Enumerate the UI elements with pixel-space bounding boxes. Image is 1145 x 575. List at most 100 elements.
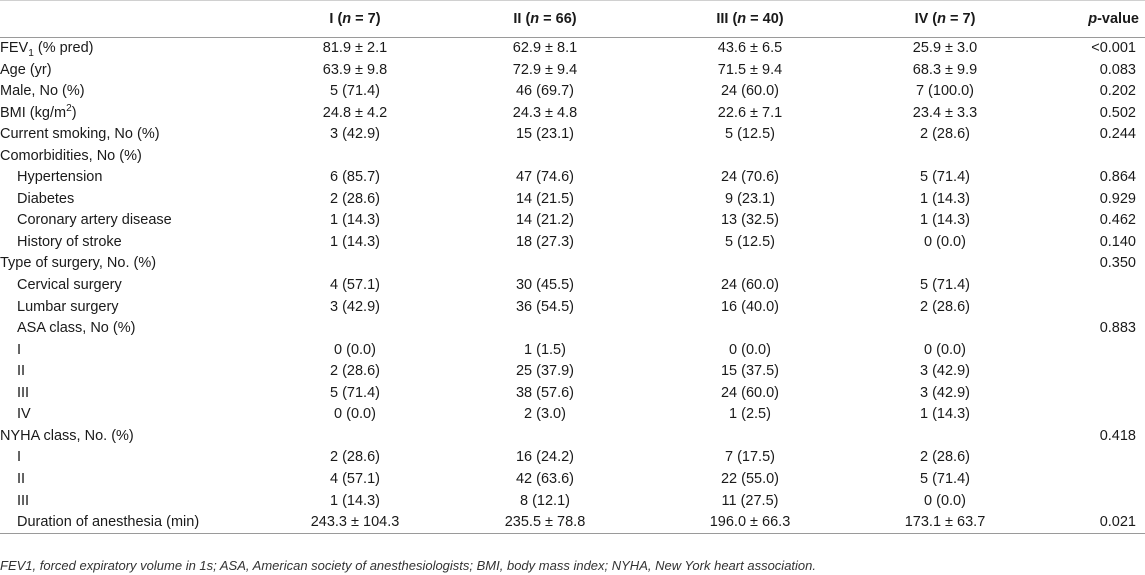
group-1-value: 2 (28.6) [330, 363, 380, 380]
table-row: Cervical surgery 4 (57.1) 30 (45.5) 24 (60.… [0, 275, 1145, 297]
table-row: II 4 (57.1) 42 (63.6) 22 (55.0) 5 (71.4) [0, 468, 1145, 490]
group-4-value: 1 (14.3) [920, 190, 970, 207]
p-value [1040, 145, 1145, 167]
group-3-value: 71.5 ± 9.4 [717, 61, 783, 78]
group-3-value: 1 (2.5) [729, 406, 771, 423]
group-1-value [270, 318, 440, 340]
group-3-value [650, 318, 850, 340]
group-2-value [440, 145, 650, 167]
group-4-value: 25.9 ± 3.0 [912, 40, 978, 57]
group-2-value: 15 (23.1) [515, 126, 575, 143]
row-label: Lumbar surgery [17, 298, 119, 315]
table-footnote: FEV1, forced expiratory volume in 1s; AS… [0, 558, 816, 573]
p-value: 0.864 [1099, 169, 1136, 186]
p-value [1040, 447, 1145, 469]
row-label: NYHA class, No. (%) [0, 427, 134, 444]
group-3-value: 0 (0.0) [729, 341, 771, 358]
group-3-value: 22 (55.0) [720, 470, 780, 487]
row-label: IV [17, 406, 31, 423]
table-row: FEV1 (% pred) 81.9 ± 2.1 62.9 ± 8.1 43.6 ± … [0, 38, 1145, 60]
table-row: Hypertension 6 (85.7) 47 (74.6) 24 (70.6) 5 … [0, 167, 1145, 189]
group-2-value: 38 (57.6) [515, 384, 575, 401]
row-label: Current smoking, No (%) [0, 126, 160, 143]
group-1-value: 3 (42.9) [330, 298, 380, 315]
table-row: Diabetes 2 (28.6) 14 (21.5) 9 (23.1) 1 (14.3… [0, 188, 1145, 210]
p-value: 0.140 [1099, 233, 1136, 250]
group-1-value: 1 (14.3) [330, 212, 380, 229]
table-row: Lumbar surgery 3 (42.9) 36 (54.5) 16 (40.0)… [0, 296, 1145, 318]
row-label: III [17, 492, 30, 509]
group-3-value: 24 (60.0) [720, 277, 780, 294]
group-1-value [270, 253, 440, 275]
header-group-1: I (n = 7) [270, 0, 440, 38]
group-3-value [650, 425, 850, 447]
header-label-cell [0, 0, 270, 38]
group-1-value: 5 (71.4) [330, 83, 380, 100]
group-2-value: 1 (1.5) [524, 341, 566, 358]
row-label: Cervical surgery [17, 277, 122, 294]
group-1-value: 1 (14.3) [330, 492, 380, 509]
group-4-value: 1 (14.3) [920, 212, 970, 229]
row-label: History of stroke [17, 233, 122, 250]
group-4-value: 0 (0.0) [924, 492, 966, 509]
group-3-value: 24 (60.0) [720, 83, 780, 100]
group-4-value: 0 (0.0) [924, 341, 966, 358]
group-1-value: 0 (0.0) [334, 341, 376, 358]
p-value: 0.244 [1099, 126, 1136, 143]
group-2-value: 8 (12.1) [520, 492, 570, 509]
table-row: History of stroke 1 (14.3) 18 (27.3) 5 (12.… [0, 231, 1145, 253]
group-4-value: 2 (28.6) [920, 126, 970, 143]
group-3-value: 5 (12.5) [725, 233, 775, 250]
table-row: NYHA class, No. (%) 0.418 [0, 425, 1145, 447]
table-row: Duration of anesthesia (min) 243.3 ± 104.… [0, 511, 1145, 534]
p-value: 0.350 [1099, 255, 1136, 272]
p-value [1040, 275, 1145, 297]
row-label: Coronary artery disease [17, 212, 172, 229]
row-label: ASA class, No (%) [17, 320, 136, 337]
group-3-value: 7 (17.5) [725, 449, 775, 466]
group-4-value: 0 (0.0) [924, 233, 966, 250]
table-row: I 2 (28.6) 16 (24.2) 7 (17.5) 2 (28.6) [0, 447, 1145, 469]
group-4-value [850, 318, 1040, 340]
group-1-value: 1 (14.3) [330, 233, 380, 250]
group-3-value: 5 (12.5) [725, 126, 775, 143]
table-row: BMI (kg/m2) 24.8 ± 4.2 24.3 ± 4.8 22.6 ± 7.… [0, 102, 1145, 124]
header-group-4: IV (n = 7) [850, 0, 1040, 38]
row-label: I [17, 341, 22, 358]
group-4-value: 3 (42.9) [920, 384, 970, 401]
group-1-value: 3 (42.9) [330, 126, 380, 143]
group-2-value: 42 (63.6) [515, 470, 575, 487]
group-1-value: 4 (57.1) [330, 470, 380, 487]
p-value: 0.462 [1099, 212, 1136, 229]
row-label: Duration of anesthesia (min) [0, 511, 270, 534]
row-label: FEV1 (% pred) [0, 40, 94, 60]
table-header: I (n = 7) II (n = 66) III (n = 40) IV (n… [0, 0, 1145, 38]
table-row: ASA class, No (%) 0.883 [0, 318, 1145, 340]
p-value: 0.883 [1099, 320, 1136, 337]
group-2-value: 30 (45.5) [515, 277, 575, 294]
group-2-value: 18 (27.3) [515, 233, 575, 250]
group-2-value: 2 (3.0) [524, 406, 566, 423]
group-3-value: 16 (40.0) [720, 298, 780, 315]
group-3-value: 22.6 ± 7.1 [717, 104, 783, 121]
row-label: Hypertension [17, 169, 103, 186]
group-4-value: 1 (14.3) [920, 406, 970, 423]
row-label: I [17, 449, 22, 466]
p-value: 0.418 [1099, 427, 1136, 444]
data-table: I (n = 7) II (n = 66) III (n = 40) IV (n… [0, 0, 1145, 534]
row-label: BMI (kg/m2) [0, 102, 77, 121]
group-2-value: 14 (21.5) [515, 190, 575, 207]
p-value [1040, 468, 1145, 490]
group-1-value: 2 (28.6) [330, 190, 380, 207]
p-value: 0.929 [1099, 190, 1136, 207]
row-label: Type of surgery, No. (%) [0, 255, 157, 272]
group-2-value: 235.5 ± 78.8 [440, 511, 650, 534]
header-p-value: p-value [1040, 0, 1145, 38]
group-3-value: 9 (23.1) [725, 190, 775, 207]
table-row: III 5 (71.4) 38 (57.6) 24 (60.0) 3 (42.9) [0, 382, 1145, 404]
row-label: Age (yr) [0, 61, 52, 78]
header-group-2: II (n = 66) [440, 0, 650, 38]
group-4-value: 173.1 ± 63.7 [850, 511, 1040, 534]
table-row: Coronary artery disease 1 (14.3) 14 (21.2)… [0, 210, 1145, 232]
group-4-value: 68.3 ± 9.9 [912, 61, 978, 78]
